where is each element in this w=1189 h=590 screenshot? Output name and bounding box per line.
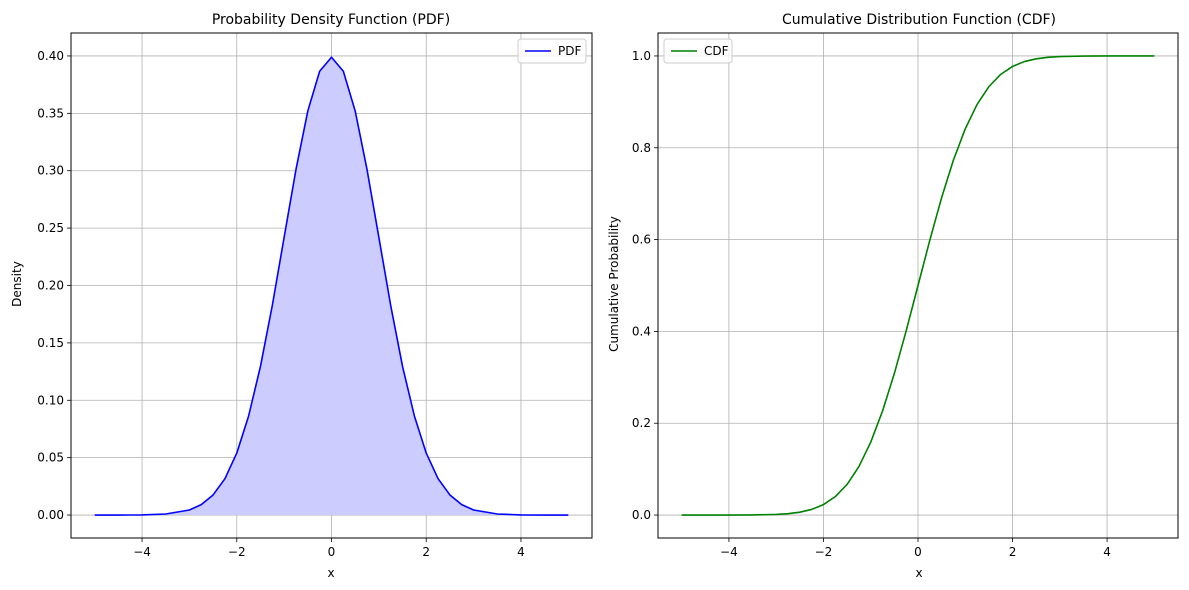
pdf-y-tick-label: 0.30 xyxy=(37,164,64,178)
pdf-y-axis-label: Density xyxy=(10,261,24,307)
cdf-legend-label: CDF xyxy=(704,44,729,58)
pdf-legend-label: PDF xyxy=(558,44,581,58)
pdf-legend-box xyxy=(517,38,587,64)
pdf-legend: PDF xyxy=(517,38,587,64)
cdf-x-tick-label: 2 xyxy=(1009,545,1017,559)
cdf-x-tick-label: 4 xyxy=(1103,545,1111,559)
cdf-x-tick-label: 0 xyxy=(914,545,922,559)
pdf-x-tick-label: −2 xyxy=(228,545,246,559)
pdf-series-line xyxy=(94,56,569,516)
cdf-ticks: −4 −2 0 2 4 0.0 0.2 0.4 0.6 0.8 1.0 xyxy=(632,49,1111,559)
pdf-chart: Probability Density Function (PDF) −4 −2 0… xyxy=(10,12,593,580)
cdf-y-axis-label: Cumulative Probability xyxy=(607,216,621,352)
cdf-legend-box xyxy=(663,38,733,64)
pdf-ticks: −4 −2 0 2 4 0.00 0.05 0.10 0.15 0.20 0.25 0.30 0.35 0… xyxy=(37,49,524,559)
cdf-legend: CDF xyxy=(663,38,733,64)
pdf-y-tick-label: 0.00 xyxy=(37,508,64,522)
pdf-y-tick-label: 0.40 xyxy=(37,49,64,63)
cdf-y-tick-label: 0.8 xyxy=(632,141,651,155)
cdf-y-tick-label: 0.2 xyxy=(632,416,651,430)
cdf-y-tick-label: 0.6 xyxy=(632,233,651,247)
cdf-y-tick-label: 0.4 xyxy=(632,324,651,338)
pdf-y-tick-label: 0.05 xyxy=(37,451,64,465)
pdf-chart-title: Probability Density Function (PDF) xyxy=(212,12,450,28)
pdf-area-fill xyxy=(94,57,569,516)
cdf-x-tick-label: −4 xyxy=(720,545,738,559)
pdf-x-tick-label: 4 xyxy=(517,545,525,559)
pdf-y-tick-label: 0.35 xyxy=(37,106,64,120)
pdf-y-tick-label: 0.20 xyxy=(37,279,64,293)
pdf-y-tick-label: 0.15 xyxy=(37,336,64,350)
cdf-x-axis-label: x xyxy=(915,566,922,580)
cdf-series-line xyxy=(681,55,1155,516)
pdf-x-tick-label: 0 xyxy=(328,545,336,559)
cdf-gridlines xyxy=(658,33,1178,538)
pdf-x-tick-label: −4 xyxy=(133,545,151,559)
cdf-y-tick-label: 0.0 xyxy=(632,508,651,522)
cdf-y-tick-label: 1.0 xyxy=(632,49,651,63)
pdf-y-tick-label: 0.25 xyxy=(37,221,64,235)
cdf-series-group xyxy=(681,55,1155,516)
pdf-x-axis-label: x xyxy=(327,566,334,580)
pdf-y-tick-label: 0.10 xyxy=(37,393,64,407)
cdf-x-tick-label: −2 xyxy=(815,545,833,559)
cdf-chart: Cumulative Distribution Function (CDF) −… xyxy=(607,12,1179,580)
pdf-series-group xyxy=(94,56,569,516)
cdf-chart-title: Cumulative Distribution Function (CDF) xyxy=(782,12,1056,28)
pdf-x-tick-label: 2 xyxy=(422,545,430,559)
